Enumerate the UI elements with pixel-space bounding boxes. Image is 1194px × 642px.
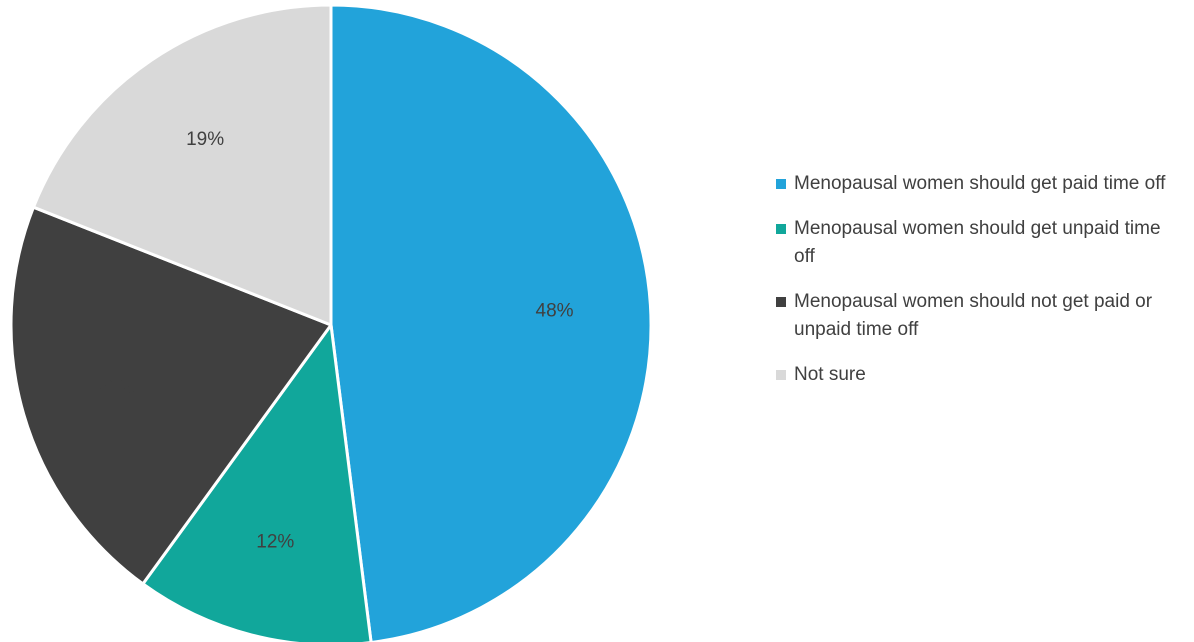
legend-item-unpaid-time-off: Menopausal women should get unpaid time … — [776, 215, 1176, 271]
legend-swatch-not-sure — [776, 370, 786, 380]
chart-legend: Menopausal women should get paid time of… — [776, 170, 1176, 406]
data-label-paid-time-off: 48% — [536, 300, 574, 321]
legend-swatch-unpaid-time-off — [776, 224, 786, 234]
legend-swatch-paid-time-off — [776, 179, 786, 189]
pie-slice-not-sure — [31, 3, 333, 327]
data-label-no-time-off: 21% — [97, 377, 135, 398]
data-label-unpaid-time-off: 12% — [256, 531, 294, 552]
legend-label-paid-time-off: Menopausal women should get paid time of… — [794, 173, 1166, 194]
legend-label-no-time-off: Menopausal women should not get paid or … — [794, 291, 1153, 340]
legend-swatch-no-time-off — [776, 297, 786, 307]
legend-item-not-sure: Not sure — [776, 361, 1176, 389]
legend-item-paid-time-off: Menopausal women should get paid time of… — [776, 170, 1176, 198]
pie-slice-unpaid-time-off — [141, 323, 373, 642]
legend-label-unpaid-time-off: Menopausal women should get unpaid time … — [794, 218, 1161, 267]
data-label-not-sure: 19% — [186, 129, 224, 150]
pie-slice-paid-time-off — [329, 3, 653, 642]
legend-item-no-time-off: Menopausal women should not get paid or … — [776, 288, 1176, 344]
pie-data-labels: 48% 12% 21% 19% — [97, 129, 574, 552]
legend-label-not-sure: Not sure — [794, 364, 866, 385]
pie-slice-no-time-off — [9, 205, 333, 586]
pie-slices — [9, 3, 653, 642]
pie-plot-area: 48% 12% 21% 19% — [9, 3, 653, 642]
